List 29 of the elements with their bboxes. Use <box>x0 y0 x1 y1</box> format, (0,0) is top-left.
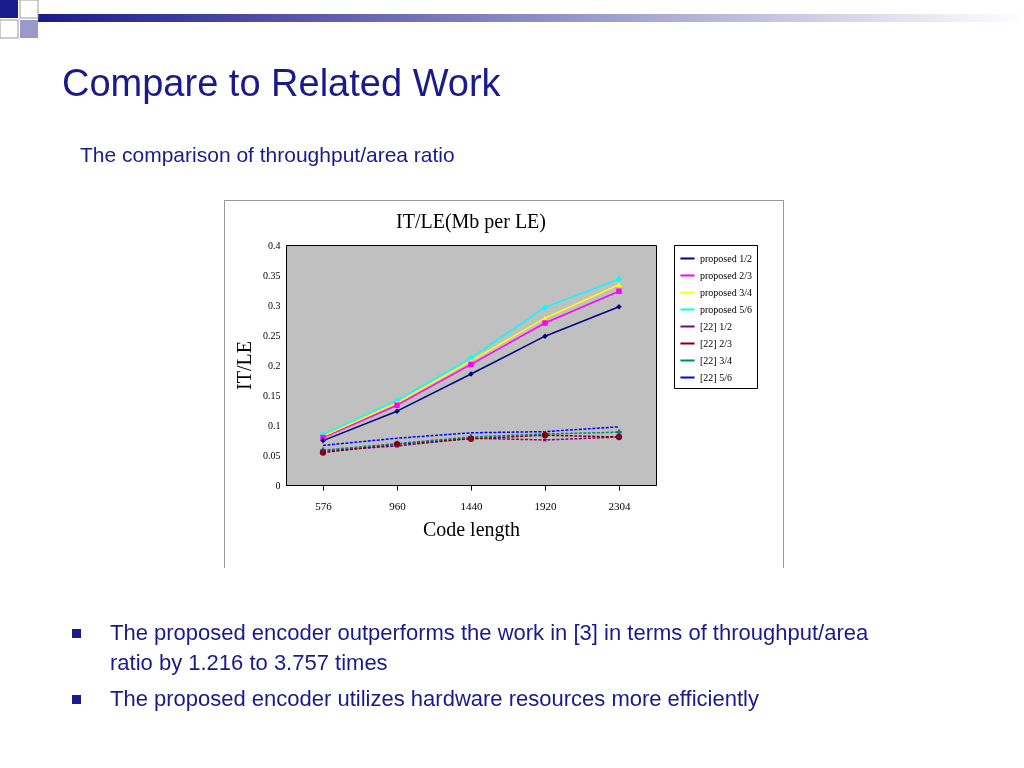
y-tick-label: 0.25 <box>263 329 281 341</box>
legend-label: [22] 3/4 <box>700 354 732 366</box>
legend-label: proposed 1/2 <box>700 252 752 264</box>
x-tick-label: 2304 <box>608 499 631 512</box>
y-axis-title: IT/LE <box>233 341 255 390</box>
legend-label: [22] 5/6 <box>700 371 732 383</box>
text: The proposed encoder utilizes hardware resources more efficiently <box>109 685 760 713</box>
y-tick-label: 0.3 <box>268 299 281 311</box>
legend-label: proposed 3/4 <box>700 286 752 298</box>
text: IT/LE(Mb per LE) <box>396 210 546 233</box>
y-tick-label: 0.05 <box>263 449 281 461</box>
y-tick-label: 0.2 <box>268 359 281 371</box>
legend-label: [22] 1/2 <box>700 320 732 332</box>
y-tick-label: 0.1 <box>268 419 281 431</box>
legend-label: [22] 2/3 <box>700 337 732 349</box>
legend-label: proposed 5/6 <box>700 303 752 315</box>
y-tick-label: 0.15 <box>263 389 281 401</box>
x-tick-label: 1440 <box>460 499 483 512</box>
x-tick-label: 576 <box>315 499 333 512</box>
text: The proposed encoder outperforms the work in [3] in terms of throughput/area ratio by 1.216 to 3.757 times <box>109 619 870 677</box>
legend-label: proposed 2/3 <box>700 269 752 281</box>
chart-subtitle: The comparison of throughput/area ratio <box>80 143 455 167</box>
y-tick-label: 0.4 <box>268 239 281 251</box>
chart-title: Compare to Related Work <box>62 62 501 105</box>
y-tick-label: 0.35 <box>263 269 281 281</box>
x-axis-title: Code length <box>422 517 521 541</box>
x-tick-label: 960 <box>389 499 407 512</box>
x-tick-label: 1920 <box>534 499 557 512</box>
y-tick-label: 0 <box>275 479 281 491</box>
